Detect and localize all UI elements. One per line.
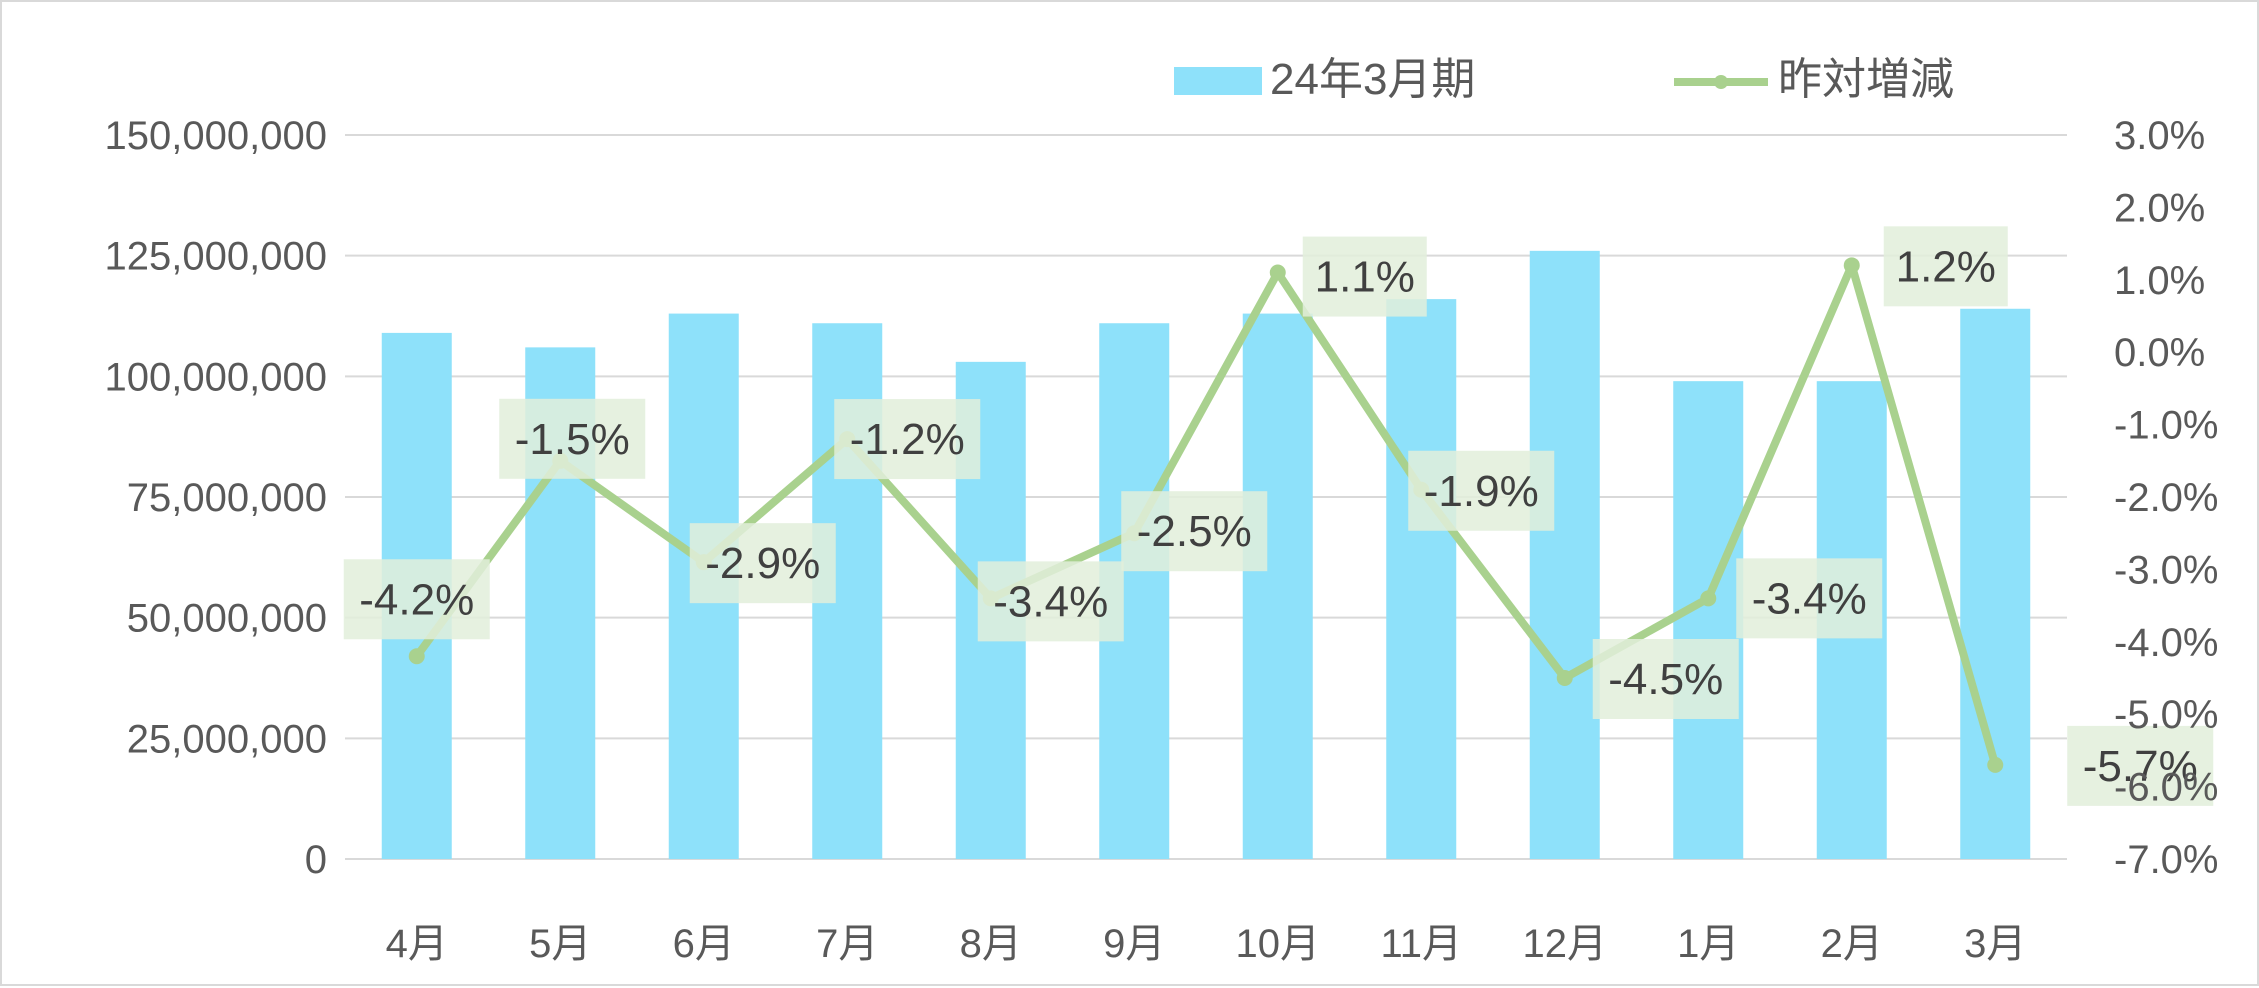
y-left-tick-label: 50,000,000 — [127, 597, 327, 641]
x-tick-label: 10月 — [1236, 922, 1321, 966]
line-path — [412, 261, 2000, 769]
x-tick-label: 11月 — [1380, 922, 1462, 966]
data-label-box — [2067, 725, 2214, 806]
data-label-box — [1302, 236, 1427, 317]
x-tick-label: 2月 — [1821, 922, 1883, 966]
data-label: -4.5% — [1608, 655, 1723, 704]
legend: 24年3月期 昨対増減 — [1174, 55, 1954, 104]
data-label-box — [689, 523, 836, 604]
legend-bar-swatch — [1174, 67, 1262, 95]
y-axis-right: -7.0% -6.0% -5.0% -4.0% -3.0% -2.0% -1.0% 0.0% 1… — [2114, 114, 2219, 882]
data-label: -1.2% — [850, 415, 965, 464]
line-point — [1987, 756, 2004, 773]
y-right-tick-label: -3.0% — [2114, 548, 2219, 592]
x-tick-label: 5月 — [529, 922, 591, 966]
data-label: -3.4% — [993, 577, 1108, 626]
legend-line-label: 昨対増減 — [1778, 55, 1954, 104]
gridlines — [345, 134, 2067, 860]
y-left-tick-label: 100,000,000 — [105, 355, 327, 399]
x-tick-label: 1月 — [1677, 922, 1739, 966]
data-label: -1.9% — [1424, 467, 1539, 516]
data-labels: -4.2% -1.5% -2.9% -1.2% -3.4% -2.5% 1.1% -1.9% -… — [343, 226, 2214, 806]
x-tick-label: 8月 — [960, 922, 1022, 966]
y-right-tick-label: -2.0% — [2114, 476, 2219, 520]
line-point — [408, 648, 425, 665]
y-right-tick-label: -5.0% — [2114, 693, 2219, 737]
bar — [1673, 381, 1744, 859]
line-point — [1556, 670, 1573, 686]
bar — [1960, 308, 2031, 859]
y-right-tick-label: 2.0% — [2114, 186, 2205, 230]
data-label-box — [834, 399, 981, 480]
y-right-tick-label: -6.0% — [2114, 766, 2219, 810]
y-left-tick-label: 125,000,000 — [105, 235, 327, 279]
bar — [1529, 250, 1600, 860]
data-label-box — [499, 398, 646, 479]
x-tick-label: 12月 — [1523, 922, 1608, 966]
y-right-tick-label: -7.0% — [2114, 838, 2219, 882]
line-point — [1700, 590, 1717, 607]
data-label-box — [343, 559, 490, 640]
data-label: -4.2% — [359, 575, 474, 624]
data-label: 1.1% — [1315, 253, 1415, 302]
data-label-box — [1736, 558, 1883, 639]
x-tick-label: 3月 — [1964, 922, 2026, 966]
x-tick-label: 4月 — [386, 922, 448, 966]
data-label-box — [1592, 639, 1739, 719]
data-label: -1.5% — [515, 415, 630, 464]
y-left-tick-label: 25,000,000 — [127, 717, 327, 761]
data-label: 1.2% — [1896, 242, 1996, 291]
y-right-tick-label: 3.0% — [2114, 114, 2205, 158]
y-left-tick-label: 75,000,000 — [127, 476, 327, 520]
data-label: -3.4% — [1752, 574, 1867, 623]
data-label-box — [1883, 226, 2008, 307]
y-right-tick-label: 1.0% — [2114, 259, 2205, 303]
data-label: -5.7% — [2083, 742, 2198, 791]
legend-line-marker — [1714, 75, 1728, 89]
y-right-tick-label: 0.0% — [2114, 331, 2205, 375]
line-point — [1843, 257, 1860, 274]
x-tick-label: 6月 — [673, 922, 735, 966]
bar — [1386, 299, 1457, 859]
data-label-box — [1408, 450, 1555, 531]
y-left-tick-label: 150,000,000 — [105, 114, 327, 158]
line-point — [1269, 264, 1286, 281]
legend-bar-label: 24年3月期 — [1270, 55, 1475, 104]
data-label-box — [1121, 491, 1268, 572]
data-label: -2.5% — [1137, 507, 1252, 556]
data-label-box — [977, 561, 1124, 642]
bar — [1242, 313, 1313, 859]
x-axis: 4月 5月 6月 7月 8月 9月 10月 11月 12月 1月 2月 3月 — [386, 922, 2027, 966]
x-tick-label: 7月 — [816, 922, 878, 966]
y-right-tick-label: -1.0% — [2114, 404, 2219, 448]
x-tick-label: 9月 — [1103, 922, 1165, 966]
data-label: -2.9% — [705, 539, 820, 588]
y-axis-left: 0 25,000,000 50,000,000 75,000,000 100,000,0… — [105, 114, 327, 882]
y-left-tick-label: 0 — [305, 838, 327, 882]
y-right-tick-label: -4.0% — [2114, 621, 2219, 665]
